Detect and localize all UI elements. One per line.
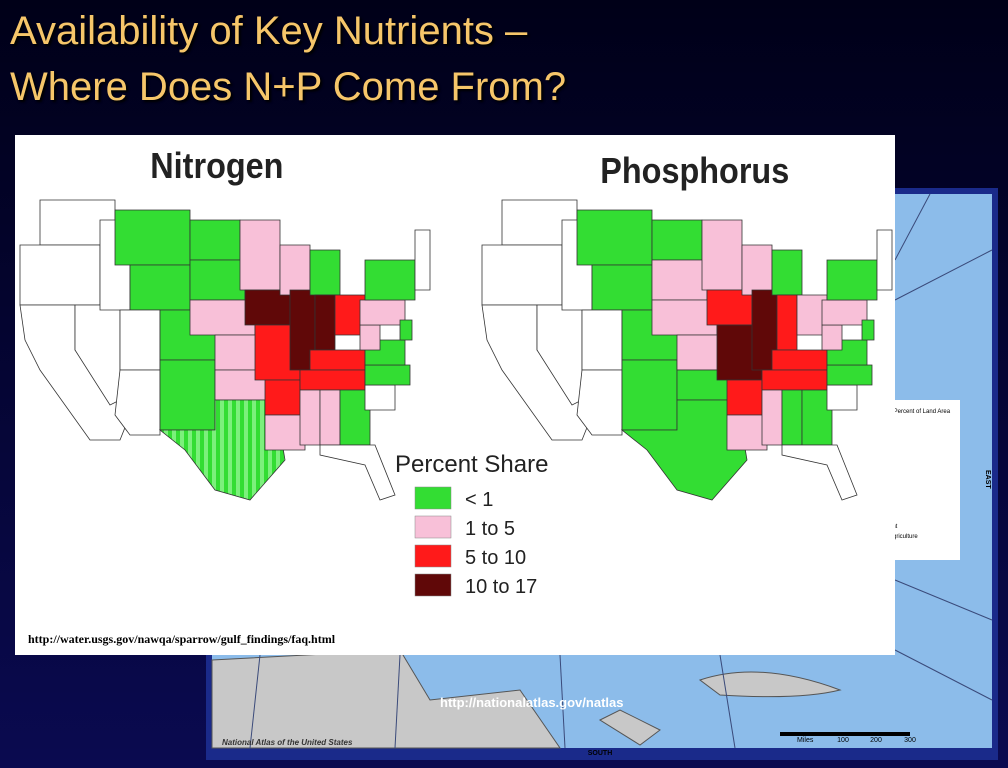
state [776, 294, 798, 351]
state [279, 244, 311, 296]
state [481, 244, 563, 306]
slide-title: Where Does N+P Come From? [10, 65, 566, 109]
state [319, 389, 341, 446]
state [726, 414, 768, 451]
atlas-graticule [249, 193, 993, 749]
state [114, 209, 191, 266]
state [576, 369, 623, 436]
map-title: Phosphorus [600, 151, 789, 191]
state [826, 259, 878, 301]
state [239, 219, 281, 291]
state [701, 219, 743, 291]
state [591, 264, 653, 311]
atlas-east: EAST [984, 470, 991, 489]
state [826, 364, 873, 386]
state [129, 264, 191, 311]
atlas-scale-tick: 300 [904, 737, 916, 744]
legend-swatch [414, 573, 452, 597]
state [726, 379, 763, 416]
state [771, 249, 803, 296]
legend-label: 1 to 5 [465, 518, 515, 540]
state [19, 244, 101, 306]
state [761, 369, 828, 391]
legend: < 1 1 to 5 5 to 10 10 to 17 [414, 486, 537, 598]
legend-title: Percent Share [395, 451, 548, 478]
state [364, 364, 411, 386]
legend-label: 5 to 10 [465, 547, 526, 569]
state [651, 259, 708, 301]
state [621, 359, 678, 431]
state [359, 324, 381, 351]
state [364, 384, 396, 411]
state [761, 389, 783, 446]
nitrogen-map [19, 199, 431, 501]
state [821, 324, 843, 351]
state [359, 299, 406, 326]
state [314, 294, 336, 351]
state [264, 414, 306, 451]
state [264, 379, 301, 416]
state [189, 219, 241, 261]
slide-title: Availability of Key Nutrients – [10, 9, 528, 53]
atlas-scale-tick: 100 [837, 737, 849, 744]
state [114, 369, 161, 436]
atlas-legend-text: Agriculture [889, 534, 918, 540]
atlas-scale-bar [780, 732, 910, 736]
state [876, 229, 893, 291]
atlas-island [598, 709, 661, 746]
state [826, 384, 858, 411]
state [821, 299, 868, 326]
legend-swatch [414, 515, 452, 539]
state [581, 309, 623, 371]
state [119, 309, 161, 371]
atlas-credit: National Atlas of the United States [222, 738, 353, 747]
state [299, 389, 321, 446]
state [364, 259, 416, 301]
state [741, 244, 773, 296]
state [309, 349, 366, 371]
state [781, 444, 858, 501]
state [159, 359, 216, 431]
map-title: Nitrogen [150, 146, 283, 186]
atlas-scale-tick: 200 [870, 737, 882, 744]
phosphorus-map [481, 199, 893, 501]
legend-label: 10 to 17 [465, 576, 537, 598]
state [309, 249, 341, 296]
atlas-legend-text: s Percent of Land Area [889, 409, 951, 415]
state [299, 369, 366, 391]
state [414, 229, 431, 291]
state [651, 219, 703, 261]
state [771, 349, 828, 371]
atlas-scale-unit: Miles [797, 737, 814, 744]
legend-swatch [414, 544, 452, 568]
atlas-url: http://nationalatlas.gov/natlas [440, 695, 623, 710]
state [781, 389, 803, 446]
source-url: http://water.usgs.gov/nawqa/sparrow/gulf… [28, 632, 336, 646]
legend-label: < 1 [465, 489, 493, 511]
legend-swatch [414, 486, 452, 510]
state [861, 319, 875, 341]
state [576, 209, 653, 266]
state [399, 319, 413, 341]
state [319, 444, 396, 501]
atlas-island [698, 671, 842, 698]
atlas-legend-box [885, 400, 960, 560]
atlas-south: SOUTH [588, 750, 613, 757]
state [189, 259, 246, 301]
